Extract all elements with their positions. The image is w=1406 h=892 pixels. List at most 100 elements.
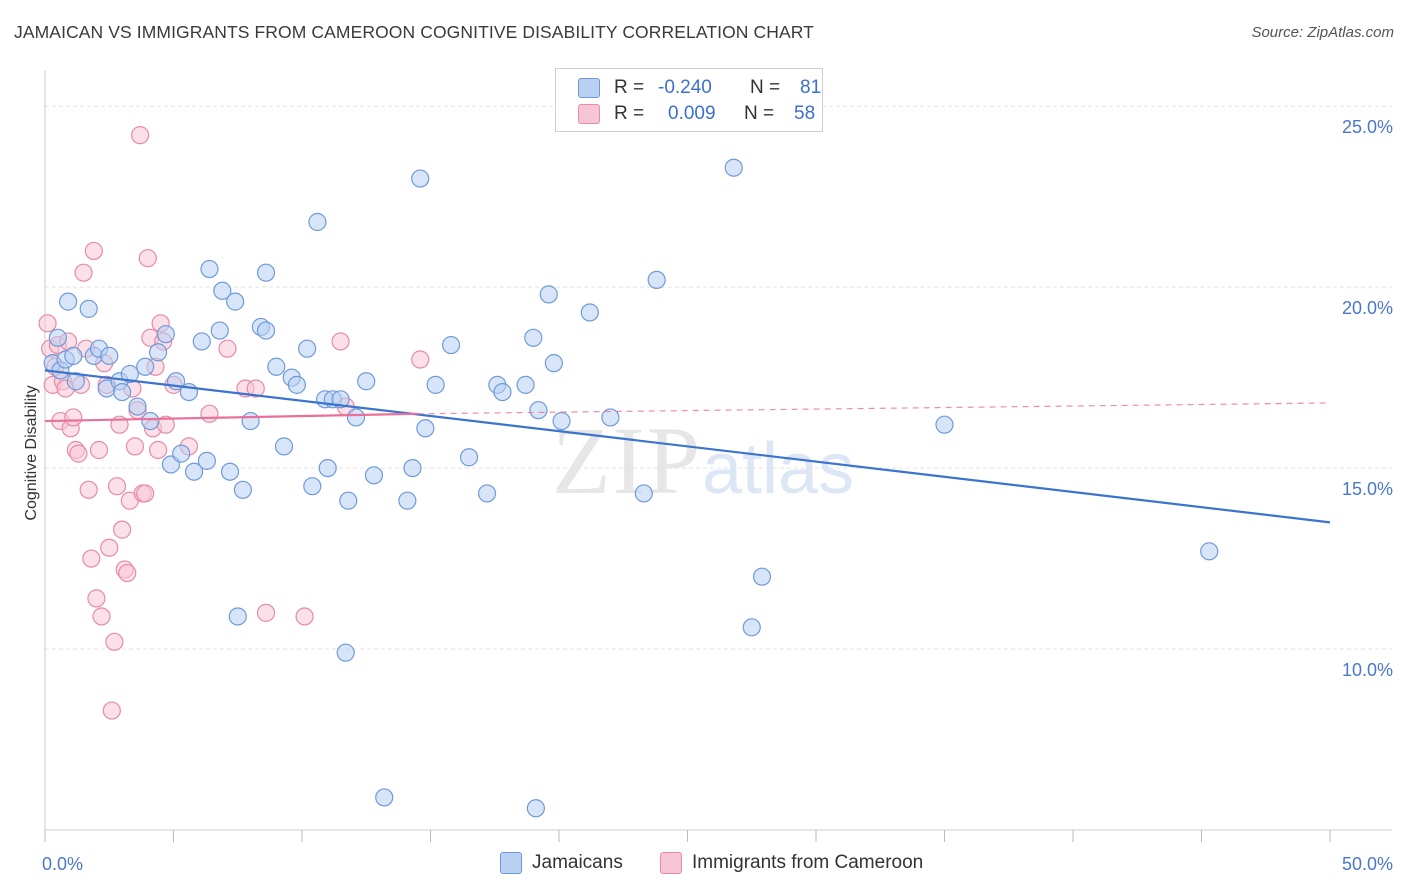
jamaican-point xyxy=(375,788,394,807)
jamaican-point xyxy=(213,281,232,300)
jamaican-point xyxy=(59,292,78,311)
jamaican-point xyxy=(228,607,247,626)
gridlines xyxy=(45,105,1392,650)
legend-r-value: 0.009 xyxy=(668,103,716,124)
legend-item-cameroon[interactable]: Immigrants from Cameroon xyxy=(660,852,923,874)
jamaican-point xyxy=(64,346,83,366)
cameroon-point xyxy=(92,607,111,626)
jamaican-point xyxy=(308,212,327,232)
jamaican-point xyxy=(287,375,306,394)
cameroon-point xyxy=(82,549,101,568)
jamaican-point xyxy=(441,335,461,355)
jamaican-point xyxy=(493,382,512,402)
cameroon-point xyxy=(69,444,88,463)
jamaican-point xyxy=(339,491,358,510)
y-tick-label: 20.0% xyxy=(1342,298,1393,318)
cameroon-point xyxy=(87,589,106,608)
jamaican-point xyxy=(172,444,191,463)
cameroon-point xyxy=(200,404,219,423)
cameroon-point xyxy=(256,603,276,622)
cameroon-point xyxy=(331,332,350,351)
jamaican-point xyxy=(128,397,147,416)
cameroon-point xyxy=(74,263,93,282)
jamaican-point xyxy=(298,339,317,358)
jamaican-point xyxy=(331,390,350,409)
jamaican-point xyxy=(935,415,954,434)
series-legend: Jamaicans Immigrants from Cameroon xyxy=(0,852,1406,878)
jamaican-point xyxy=(724,158,743,177)
jamaican-point xyxy=(220,462,240,481)
cameroon-point xyxy=(89,440,109,460)
tick-labels: 10.0% 15.0% 20.0% 25.0% 0.0% 50.0% xyxy=(42,117,1393,874)
legend-r-label: R = xyxy=(614,77,645,98)
jamaican-point xyxy=(1200,542,1219,561)
jamaican-point xyxy=(416,419,435,438)
jamaican-point xyxy=(100,346,119,366)
cameroon-point xyxy=(148,440,168,460)
cameroon-point xyxy=(125,437,145,456)
watermark-zip: ZIP xyxy=(552,407,702,514)
jamaican-point xyxy=(634,484,653,503)
y-tick-label: 25.0% xyxy=(1342,117,1393,137)
jamaican-point xyxy=(192,332,211,351)
legend-row-jamaicans: R = -0.240 N = 81 xyxy=(578,76,821,100)
jamaican-point xyxy=(357,372,376,391)
jamaican-point xyxy=(79,299,98,318)
jamaican-points xyxy=(43,158,1219,818)
jamaican-point xyxy=(226,292,245,311)
legend-item-jamaicans[interactable]: Jamaicans xyxy=(500,852,623,874)
jamaican-point xyxy=(403,458,422,478)
jamaican-point xyxy=(141,411,160,431)
cameroon-point xyxy=(295,607,314,626)
trend-lines xyxy=(44,369,1331,524)
jamaican-point xyxy=(398,491,417,510)
jamaican-point xyxy=(274,437,294,456)
jamaican-point xyxy=(580,303,599,322)
legend-r-label: R = xyxy=(614,103,645,124)
x-tick-label: 50.0% xyxy=(1342,854,1393,874)
axes xyxy=(44,70,1392,842)
jamaican-point xyxy=(200,259,219,279)
jamaican-point xyxy=(742,618,761,637)
legend-label-cameroon: Immigrants from Cameroon xyxy=(692,852,924,873)
cameroon-point xyxy=(118,563,137,583)
legend-swatch-blue xyxy=(578,78,600,98)
jamaican-point xyxy=(197,451,217,470)
cameroon-point xyxy=(136,484,155,503)
jamaican-point xyxy=(364,466,384,485)
cameroon-point xyxy=(38,314,57,333)
jamaican-point xyxy=(411,169,430,188)
jamaican-point xyxy=(526,799,545,818)
legend-swatch-pink xyxy=(660,852,682,874)
cameroon-point xyxy=(138,249,157,268)
y-tick-label: 10.0% xyxy=(1342,660,1393,680)
y-tick-label: 15.0% xyxy=(1342,479,1393,499)
jamaican-point xyxy=(136,357,155,376)
cameroon-trend-line xyxy=(44,412,418,423)
jamaican-point xyxy=(184,462,204,481)
cameroon-point xyxy=(100,538,119,557)
jamaican-point xyxy=(112,382,132,402)
jamaican-point xyxy=(66,372,85,391)
jamaican-point xyxy=(544,354,563,373)
legend-n-value: 58 xyxy=(794,103,816,124)
watermark-atlas: atlas xyxy=(702,429,855,509)
jamaican-point xyxy=(426,375,445,394)
cameroon-trend-extension xyxy=(417,402,1331,415)
jamaican-point xyxy=(148,343,168,362)
legend-n-value: 81 xyxy=(800,77,822,98)
jamaican-point xyxy=(516,375,535,394)
jamaican-point xyxy=(529,401,548,420)
cameroon-point xyxy=(84,241,103,261)
jamaican-point xyxy=(647,270,666,290)
jamaican-point xyxy=(303,477,322,496)
cameroon-point xyxy=(112,520,132,539)
jamaican-point xyxy=(539,285,558,304)
jamaican-point xyxy=(601,408,620,427)
stats-legend: R = -0.240 N = 81 R = 0.009 N = 58 xyxy=(555,68,823,132)
legend-r-value: -0.240 xyxy=(658,77,712,98)
legend-swatch-pink xyxy=(578,104,600,124)
x-tick-label: 0.0% xyxy=(42,854,83,874)
jamaican-point xyxy=(477,484,497,503)
